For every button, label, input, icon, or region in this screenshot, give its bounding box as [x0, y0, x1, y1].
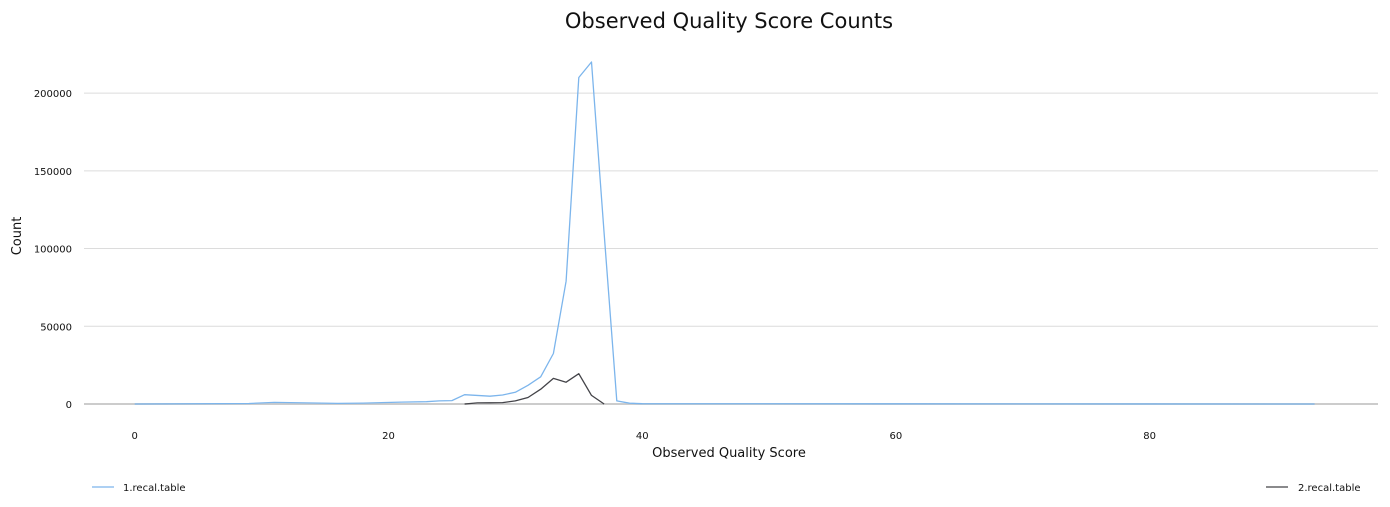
x-tick-label: 80	[1143, 431, 1156, 442]
series-line-1	[134, 61, 1315, 405]
y-tick-label: 50000	[40, 322, 72, 333]
legend-item-1[interactable]: 1.recal.table	[92, 483, 186, 494]
y-tick-label: 150000	[34, 167, 72, 178]
series-line-2	[464, 373, 605, 405]
legend-item-2[interactable]: 2.recal.table	[1266, 483, 1361, 494]
y-tick-label: 200000	[34, 89, 72, 100]
y-tick-label: 0	[66, 400, 72, 411]
x-tick-label: 20	[382, 431, 395, 442]
x-tick-label: 40	[636, 431, 649, 442]
gridlines	[84, 92, 1378, 405]
x-axis-label: Observed Quality Score	[652, 446, 806, 461]
x-axis-ticks: 0 20 40 60 80	[132, 431, 1156, 442]
x-tick-label: 0	[132, 431, 138, 442]
legend-label: 2.recal.table	[1298, 483, 1361, 494]
y-axis-ticks: 0 50000 100000 150000 200000	[34, 89, 72, 411]
y-axis-label: Count	[10, 217, 25, 256]
x-tick-label: 60	[890, 431, 903, 442]
series-lines	[134, 61, 1315, 405]
legend[interactable]: 1.recal.table 2.recal.table	[92, 483, 1361, 494]
y-tick-label: 100000	[34, 245, 72, 256]
chart-title: Observed Quality Score Counts	[565, 9, 893, 33]
legend-label: 1.recal.table	[123, 483, 186, 494]
